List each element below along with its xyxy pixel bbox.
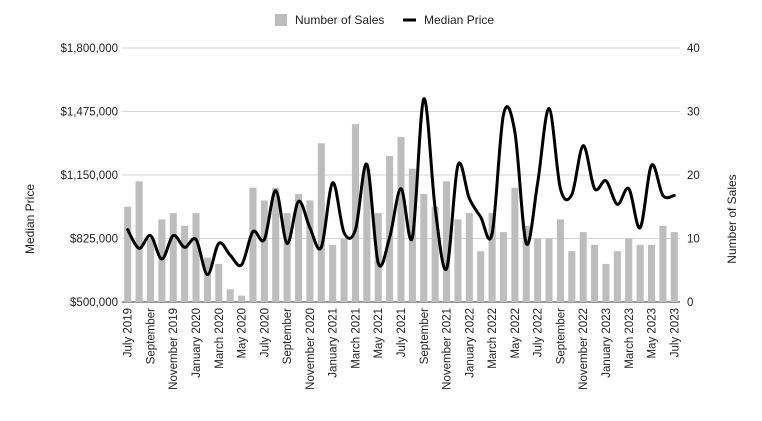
bar — [272, 187, 280, 302]
bar — [192, 213, 200, 302]
bar — [477, 251, 485, 302]
bar — [636, 244, 644, 302]
x-tick-label: July 2023 — [669, 308, 681, 357]
bar — [648, 244, 656, 302]
x-tick-label: January 2023 — [601, 308, 613, 378]
x-tick-label: March 2023 — [624, 308, 636, 369]
left-tick-label: $825,000 — [70, 234, 118, 246]
bar — [215, 263, 223, 302]
bar — [249, 187, 257, 302]
x-tick-label: September — [419, 308, 431, 364]
x-tick-label: May 2022 — [510, 308, 522, 359]
right-axis-title: Number of Sales — [725, 174, 739, 263]
x-tick-label: March 2020 — [214, 308, 226, 369]
bar — [329, 244, 337, 302]
legend-sales-label: Number of Sales — [295, 13, 384, 27]
x-tick-label: January 2022 — [464, 308, 476, 378]
right-tick-label: 40 — [687, 43, 700, 55]
bar — [443, 181, 451, 302]
x-tick-label: July 2021 — [396, 308, 408, 357]
bar — [625, 238, 633, 302]
left-tick-label: $1,800,000 — [60, 43, 118, 55]
median-price-line — [126, 97, 676, 277]
bar — [420, 194, 428, 302]
bar — [499, 232, 508, 302]
x-tick-label: July 2020 — [259, 308, 271, 357]
x-tick-label: May 2023 — [647, 308, 659, 359]
left-tick-label: $500,000 — [70, 297, 118, 309]
x-tick-label: September — [145, 308, 157, 364]
bar — [386, 155, 394, 302]
bar — [613, 251, 621, 302]
bar — [545, 238, 553, 302]
bar — [659, 225, 667, 302]
x-tick-label: September — [282, 308, 294, 364]
bar — [135, 181, 143, 302]
x-tick-label: July 2019 — [123, 308, 135, 357]
bar — [238, 295, 246, 302]
bar — [522, 225, 530, 302]
bar — [226, 289, 234, 302]
bar — [351, 124, 359, 302]
x-tick-label: March 2022 — [487, 308, 499, 369]
bar — [317, 143, 325, 302]
bar — [431, 206, 439, 302]
bar — [363, 168, 371, 302]
bar — [397, 136, 405, 302]
bar — [579, 232, 587, 302]
legend-sales-swatch — [275, 14, 287, 26]
x-tick-label: November 2019 — [168, 308, 180, 390]
x-tick-label: November 2020 — [305, 308, 317, 390]
legend: Number of Sales Median Price — [275, 13, 494, 27]
right-tick-label: 20 — [687, 170, 700, 182]
bar — [124, 206, 132, 302]
left-tick-label: $1,475,000 — [60, 107, 118, 119]
x-tick-label: September — [555, 308, 567, 364]
bar — [602, 263, 610, 302]
x-tick-label: November 2022 — [578, 308, 590, 390]
bar — [146, 238, 154, 302]
bar — [534, 238, 542, 302]
legend-price-label: Median Price — [424, 13, 494, 27]
left-tick-label: $1,150,000 — [60, 170, 118, 182]
x-tick-label: May 2021 — [373, 308, 385, 359]
bar — [306, 200, 314, 302]
bar — [283, 213, 291, 302]
bar — [158, 219, 166, 302]
bar — [488, 213, 496, 302]
bar — [591, 244, 599, 302]
left-axis-title: Median Price — [23, 184, 37, 254]
bar — [169, 213, 177, 302]
axes: $500,000 $825,000 $1,150,000 $1,475,000 $1,8… — [60, 43, 699, 390]
bar — [181, 225, 189, 302]
bar — [454, 219, 462, 302]
x-tick-label: May 2020 — [237, 308, 249, 359]
bar — [670, 232, 678, 302]
x-tick-label: March 2021 — [350, 308, 362, 369]
bar — [568, 251, 576, 302]
bar — [465, 213, 473, 302]
right-tick-label: 0 — [687, 297, 693, 309]
right-tick-label: 30 — [687, 107, 700, 119]
right-tick-label: 10 — [687, 234, 700, 246]
bar — [203, 257, 211, 302]
line-series — [126, 97, 676, 277]
bar — [511, 187, 519, 302]
x-tick-label: July 2022 — [533, 308, 545, 357]
bar — [556, 219, 564, 302]
x-tick-label: November 2021 — [442, 308, 454, 390]
bar — [260, 200, 268, 302]
bar — [294, 194, 303, 302]
x-tick-label: January 2020 — [191, 308, 203, 378]
bar — [340, 238, 348, 302]
x-tick-label: January 2021 — [328, 308, 340, 378]
